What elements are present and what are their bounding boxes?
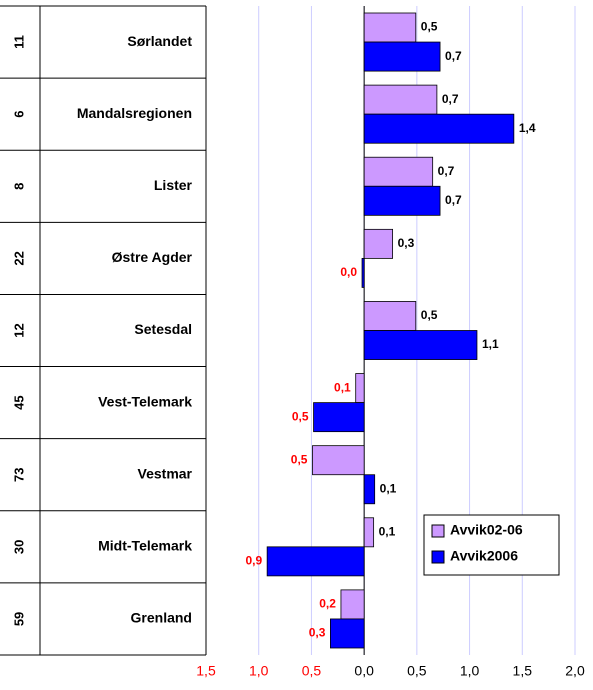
bar	[340, 589, 365, 620]
x-tick-label: 0,0	[354, 663, 374, 679]
bar	[363, 41, 441, 72]
data-label: 0,2	[319, 597, 336, 611]
bar	[363, 185, 441, 216]
row-code: 11	[11, 35, 26, 49]
bar	[266, 546, 365, 577]
bar	[312, 445, 365, 476]
row-code: 30	[11, 540, 26, 554]
data-label: 0,5	[421, 308, 438, 322]
y-tick-label: Midt-Telemark	[98, 538, 192, 554]
x-tick-label: 0,5	[302, 663, 322, 679]
y-tick-label: Setesdal	[134, 321, 192, 337]
bar	[363, 156, 434, 187]
bar	[363, 84, 438, 115]
y-tick-label: Lister	[154, 177, 193, 193]
data-label: 0,5	[421, 20, 438, 34]
y-tick-label: Østre Agder	[112, 249, 193, 265]
data-label: 0,5	[291, 452, 308, 466]
bar	[313, 402, 365, 433]
row-code: 73	[11, 467, 26, 481]
row-code: 12	[11, 323, 26, 337]
legend-box	[423, 514, 560, 576]
data-label: 0,9	[245, 554, 262, 568]
bar	[361, 257, 365, 288]
data-label: 0,7	[445, 193, 462, 207]
y-tick-label: Vestmar	[138, 465, 193, 481]
row-code: 6	[11, 111, 26, 118]
x-tick-label: 1,0	[249, 663, 269, 679]
data-label: 1,4	[519, 121, 536, 135]
legend-swatch	[431, 550, 445, 564]
data-label: 1,1	[482, 337, 499, 351]
y-tick-label: Grenland	[131, 610, 192, 626]
data-label: 0,7	[445, 49, 462, 63]
legend-label: Avvik2006	[450, 548, 518, 564]
bar	[363, 12, 417, 43]
legend-swatch	[431, 524, 445, 538]
bar	[363, 113, 515, 144]
bar	[330, 618, 365, 649]
data-label: 0,5	[292, 409, 309, 423]
bar	[363, 517, 375, 548]
data-label: 0,7	[442, 92, 459, 106]
y-tick-label: Mandalsregionen	[77, 105, 192, 121]
y-tick-label: Vest-Telemark	[98, 393, 192, 409]
row-code: 22	[11, 251, 26, 265]
data-label: 0,1	[380, 481, 397, 495]
data-label: 0,1	[379, 524, 396, 538]
x-tick-label: 1,5	[196, 663, 216, 679]
bar	[363, 474, 376, 505]
data-label: 0,1	[334, 380, 351, 394]
bar	[363, 301, 417, 331]
row-code: 59	[11, 612, 26, 626]
bar	[363, 330, 478, 360]
data-label: 0,0	[340, 265, 357, 279]
row-code: 8	[11, 183, 26, 190]
x-tick-label: 1,5	[513, 663, 533, 679]
bar	[355, 373, 365, 404]
data-label: 0,3	[309, 626, 326, 640]
data-label: 0,7	[438, 164, 455, 178]
legend-label: Avvik02-06	[450, 522, 523, 538]
x-tick-label: 1,0	[460, 663, 480, 679]
bar	[363, 228, 394, 259]
data-label: 0,3	[398, 236, 415, 250]
x-tick-label: 0,5	[407, 663, 427, 679]
row-code: 45	[11, 395, 26, 409]
y-tick-label: Sørlandet	[127, 33, 192, 49]
x-tick-label: 2,0	[565, 663, 585, 679]
